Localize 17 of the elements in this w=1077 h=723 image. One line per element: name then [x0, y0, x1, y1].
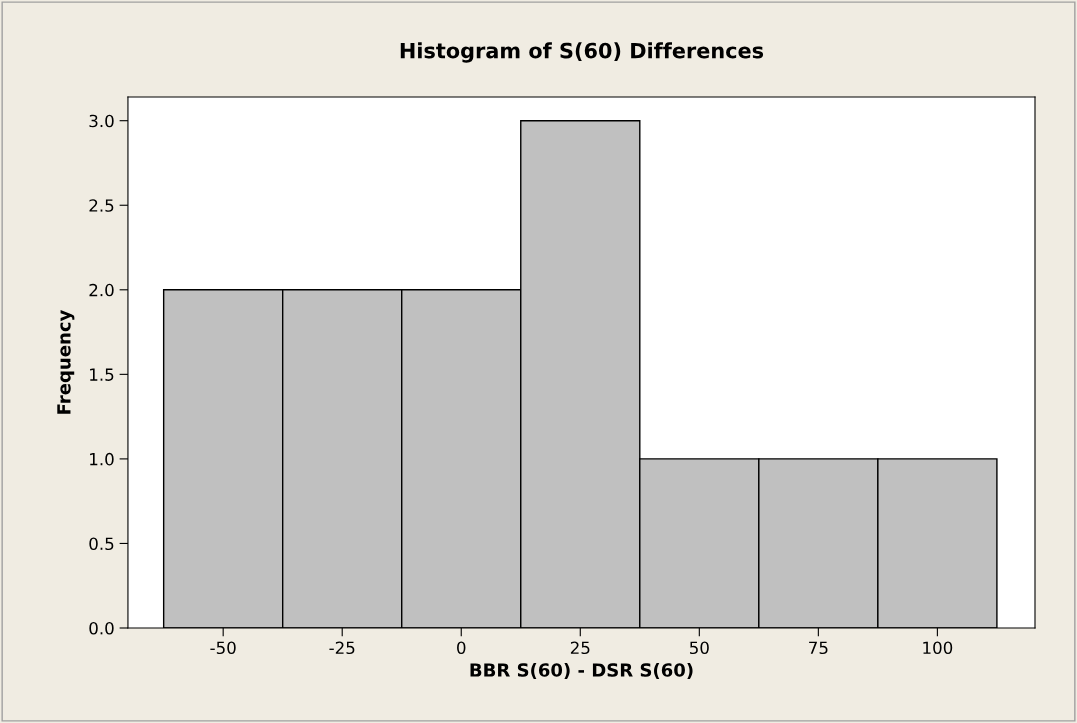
y-tick-label: 2.5: [89, 199, 114, 212]
x-tick-label: -25: [329, 641, 355, 655]
x-tick-label: 25: [570, 641, 590, 655]
x-axis-title: BBR S(60) - DSR S(60): [470, 662, 693, 679]
x-tick-label: 0: [457, 641, 466, 655]
y-axis-title: Frequency: [57, 310, 75, 414]
x-tick-label: 75: [809, 641, 828, 655]
y-tick-label: 1.0: [90, 452, 114, 466]
x-tick-label: 100: [923, 641, 953, 655]
y-tick-label: 0.0: [89, 621, 114, 635]
y-tick-label: 3.0: [89, 114, 114, 128]
y-tick-label: 1.5: [90, 368, 114, 381]
x-tick-label: -50: [210, 641, 236, 655]
y-tick-label: 0.5: [89, 537, 114, 551]
chart-title: Histogram of S(60) Differences: [400, 42, 764, 63]
x-tick-label: 50: [690, 641, 709, 655]
y-tick-label: 2.0: [89, 283, 114, 297]
